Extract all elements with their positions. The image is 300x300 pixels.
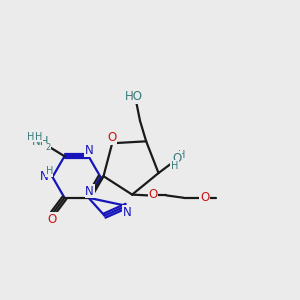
Text: H: H — [35, 131, 42, 142]
Text: N: N — [123, 206, 131, 219]
Text: 2: 2 — [45, 143, 50, 152]
Text: O: O — [172, 152, 182, 165]
Text: O: O — [148, 188, 158, 201]
Text: N: N — [40, 170, 49, 183]
Text: O: O — [107, 131, 116, 144]
Text: HO: HO — [124, 90, 142, 103]
Text: H: H — [27, 131, 35, 142]
Text: NH: NH — [32, 135, 50, 148]
Text: N: N — [85, 144, 94, 157]
Text: O: O — [200, 191, 209, 204]
Text: O: O — [48, 213, 57, 226]
Text: H: H — [171, 161, 178, 171]
Text: H: H — [178, 150, 186, 160]
Text: N: N — [85, 185, 94, 198]
Text: H: H — [46, 166, 53, 176]
